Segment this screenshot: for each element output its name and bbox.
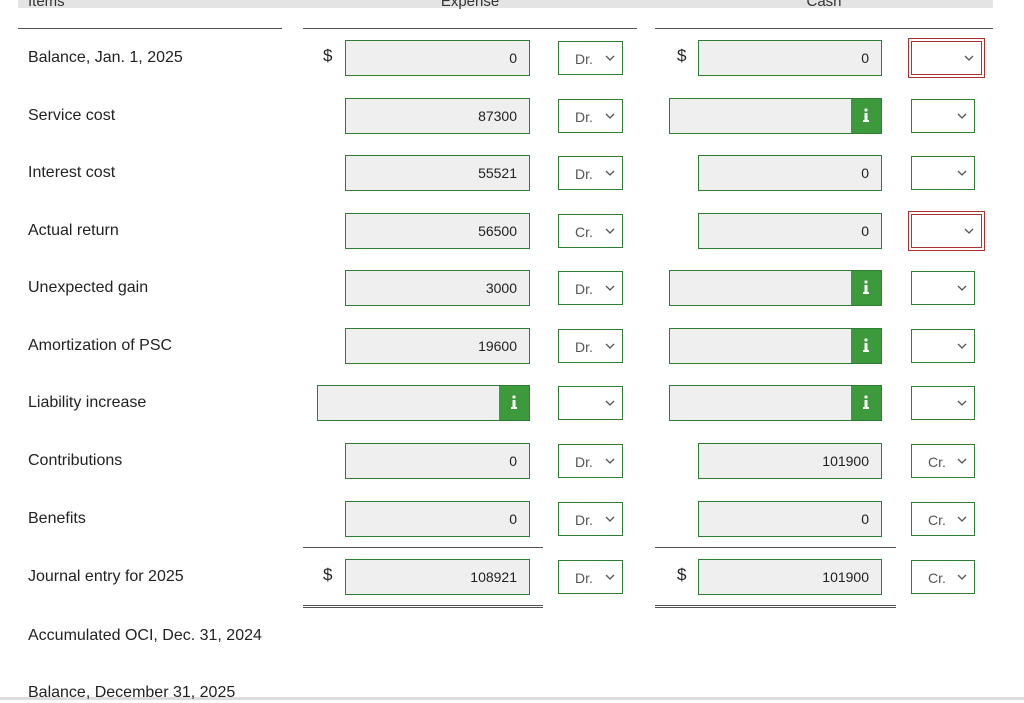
amount-input[interactable]: 0 [345, 40, 530, 76]
items-header: Items [28, 0, 65, 10]
side-select[interactable]: Dr. [558, 41, 623, 75]
amount-input[interactable]: 108921 [345, 559, 530, 595]
amount-input[interactable]: 0 [698, 501, 882, 537]
info-icon[interactable] [851, 329, 881, 363]
side-select[interactable] [558, 386, 623, 420]
chevron [605, 458, 615, 464]
amount-input[interactable]: 0 [345, 501, 530, 537]
amount-input[interactable]: 0 [698, 155, 882, 191]
side-select[interactable] [911, 271, 975, 305]
item-label: Unexpected gain [28, 279, 149, 296]
chevron [957, 458, 967, 464]
currency-sign: $ [677, 46, 687, 65]
header-rule [18, 28, 282, 29]
info-glyph [863, 395, 869, 409]
double-rule [655, 605, 896, 608]
side-select[interactable] [911, 156, 975, 190]
item-label: Balance, Jan. 1, 2025 [28, 49, 183, 66]
expense-header: Expense [440, 0, 500, 10]
side-select[interactable] [911, 99, 975, 133]
info-glyph [863, 280, 869, 294]
info-icon[interactable] [851, 99, 881, 133]
side-select[interactable]: Cr. [911, 444, 975, 478]
side-select[interactable]: Dr. [558, 271, 623, 305]
amount-input[interactable]: 3000 [345, 270, 530, 306]
bottom-edge [0, 697, 1024, 700]
chevron [957, 285, 967, 291]
info-icon[interactable] [851, 386, 881, 420]
item-label: Benefits [28, 510, 86, 527]
chevron [605, 285, 615, 291]
chevron [605, 343, 615, 349]
chevron [957, 400, 967, 406]
item-label: Journal entry for 2025 [28, 568, 184, 585]
side-select[interactable]: Dr. [558, 560, 623, 594]
total-rule [655, 547, 896, 548]
item-label: Liability increase [28, 394, 147, 411]
side-select[interactable]: Dr. [558, 156, 623, 190]
chevron [605, 113, 615, 119]
chevron [605, 516, 615, 522]
amount-input[interactable] [669, 385, 882, 421]
info-icon[interactable] [851, 271, 881, 305]
side-select[interactable]: Cr. [911, 502, 975, 536]
item-label: Accumulated OCI, Dec. 31, 2024 [28, 627, 262, 644]
amount-input[interactable]: 87300 [345, 98, 530, 134]
amount-input[interactable] [669, 270, 882, 306]
header-band [18, 0, 993, 8]
amount-input[interactable]: 56500 [345, 213, 530, 249]
side-select[interactable] [908, 38, 985, 78]
side-select[interactable]: Cr. [911, 560, 975, 594]
info-icon[interactable] [499, 386, 529, 420]
header-rule [303, 28, 637, 29]
header-rule [655, 28, 993, 29]
amount-input[interactable] [317, 385, 530, 421]
side-select[interactable]: Dr. [558, 444, 623, 478]
chevron [957, 516, 967, 522]
chevron [957, 343, 967, 349]
cash-header: Cash [806, 0, 842, 10]
currency-sign: $ [323, 565, 333, 584]
amount-input[interactable]: 101900 [698, 559, 882, 595]
amount-input[interactable]: 0 [345, 443, 530, 479]
amount-input[interactable]: 55521 [345, 155, 530, 191]
item-label: Contributions [28, 452, 123, 469]
side-select[interactable]: Cr. [558, 214, 623, 248]
currency-sign: $ [677, 565, 687, 584]
side-select[interactable] [911, 329, 975, 363]
chevron [605, 228, 615, 234]
side-select[interactable]: Dr. [558, 329, 623, 363]
currency-sign: $ [323, 46, 333, 65]
chevron [605, 400, 615, 406]
amount-input[interactable] [669, 328, 882, 364]
total-rule [303, 547, 543, 548]
chevron [605, 55, 615, 61]
side-select[interactable]: Dr. [558, 99, 623, 133]
item-label: Amortization of PSC [28, 337, 173, 354]
chevron [964, 55, 974, 61]
item-label: Interest cost [28, 164, 116, 181]
info-glyph [511, 395, 517, 409]
info-glyph [863, 338, 869, 352]
chevron [957, 574, 967, 580]
amount-input[interactable]: 101900 [698, 443, 882, 479]
chevron [605, 170, 615, 176]
item-label: Balance, December 31, 2025 [28, 684, 236, 701]
double-rule [303, 605, 543, 608]
chevron [957, 113, 967, 119]
item-label: Service cost [28, 107, 116, 124]
amount-input[interactable]: 0 [698, 40, 882, 76]
info-glyph [863, 108, 869, 122]
amount-input[interactable] [669, 98, 882, 134]
side-select[interactable] [908, 211, 985, 251]
side-select[interactable]: Dr. [558, 502, 623, 536]
amount-input[interactable]: 0 [698, 213, 882, 249]
amount-input[interactable]: 19600 [345, 328, 530, 364]
chevron [605, 574, 615, 580]
side-select[interactable] [911, 386, 975, 420]
item-label: Actual return [28, 222, 119, 239]
chevron [964, 228, 974, 234]
chevron [957, 170, 967, 176]
